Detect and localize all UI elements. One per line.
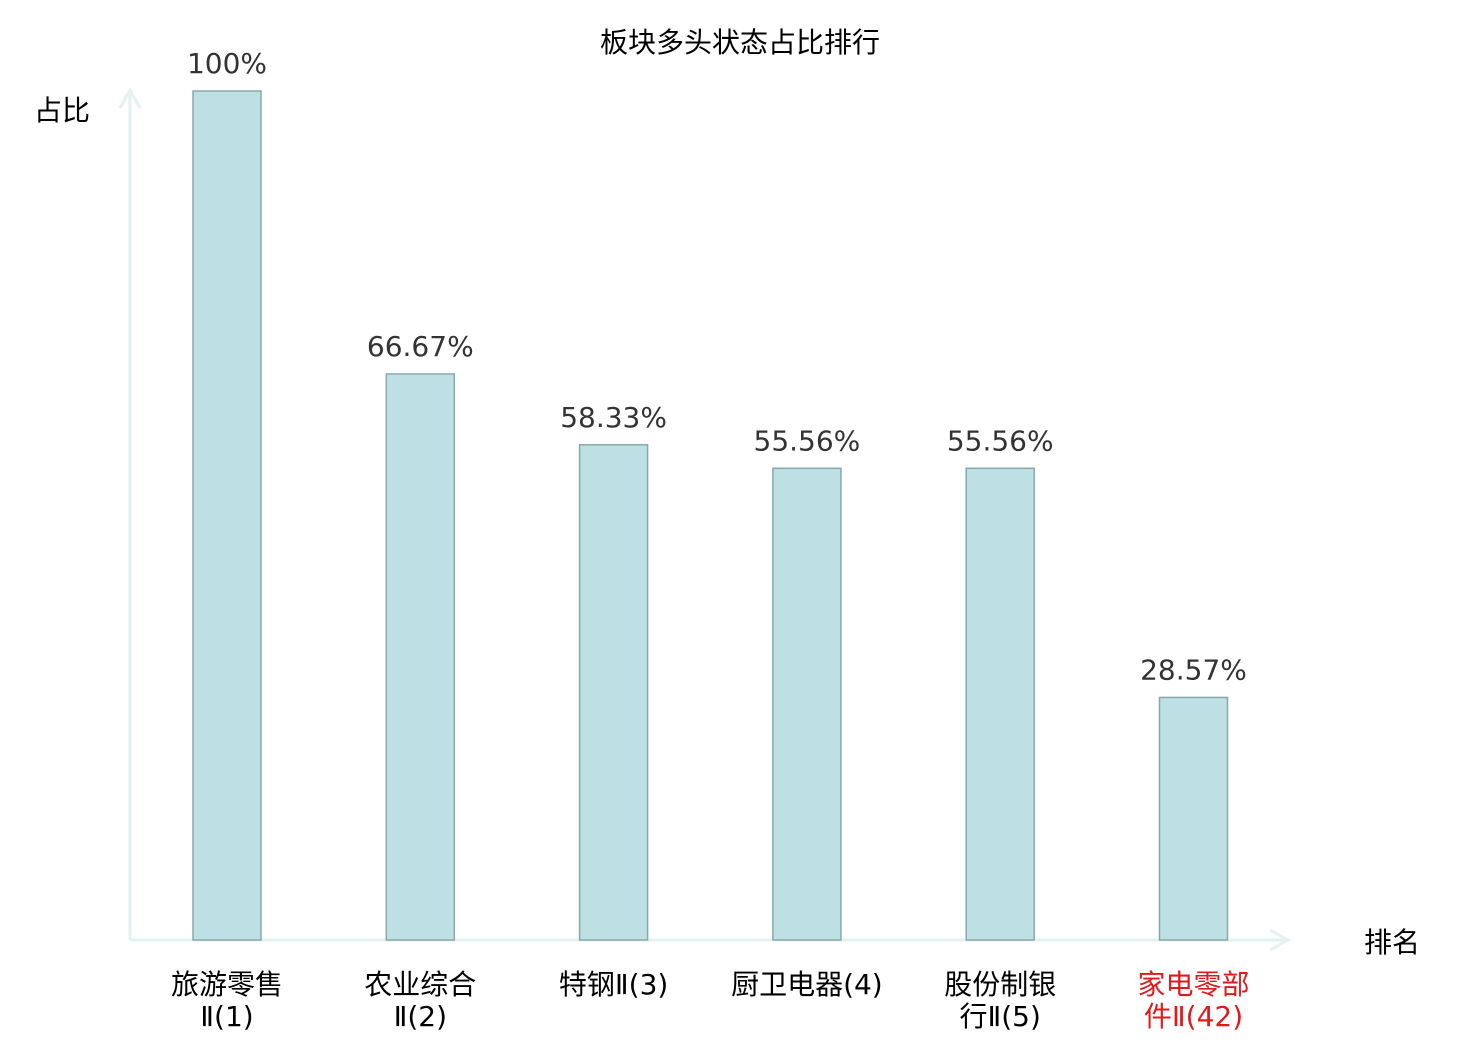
category-label-3: 特钢Ⅱ(3) xyxy=(559,968,668,1001)
bar-1 xyxy=(192,90,262,941)
bar-4 xyxy=(772,467,842,941)
bar-value-label-4: 55.56% xyxy=(754,424,861,457)
axes xyxy=(118,86,1292,952)
category-label-2: 农业综合 xyxy=(364,968,476,1001)
category-label-6-line2: 件Ⅱ(42) xyxy=(1144,1000,1243,1033)
category-label-1-line2: Ⅱ(1) xyxy=(200,1000,253,1033)
value-labels-group: 100% 66.67% 58.33% 55.56% 55.56% 28.57% xyxy=(187,47,1247,686)
category-label-5-line2: 行Ⅱ(5) xyxy=(959,1000,1040,1033)
bar-value-label-5: 55.56% xyxy=(947,424,1054,457)
y-axis-label: 占比 xyxy=(34,94,90,127)
bar-value-label-3: 58.33% xyxy=(560,401,667,434)
chart-title: 板块多头状态占比排行 xyxy=(600,26,880,59)
bar-3 xyxy=(578,444,649,941)
bar-5 xyxy=(965,467,1035,941)
bars-group xyxy=(192,90,1229,941)
category-label-4: 厨卫电器(4) xyxy=(731,968,883,1001)
y-axis-arrow xyxy=(118,86,142,109)
category-label-5: 股份制银 xyxy=(944,968,1056,1001)
x-axis-arrow xyxy=(1269,928,1292,952)
bar-value-label-1: 100% xyxy=(187,47,267,80)
bar-value-label-6: 28.57% xyxy=(1140,653,1247,686)
category-label-6: 家电零部 xyxy=(1137,968,1249,1001)
bar-6 xyxy=(1158,696,1229,941)
category-label-2-line2: Ⅱ(2) xyxy=(394,1000,447,1033)
category-label-1: 旅游零售 xyxy=(171,968,283,1001)
x-axis-label: 排名 xyxy=(1364,926,1420,959)
bar-2 xyxy=(385,373,456,941)
bar-value-label-2: 66.67% xyxy=(367,330,474,363)
